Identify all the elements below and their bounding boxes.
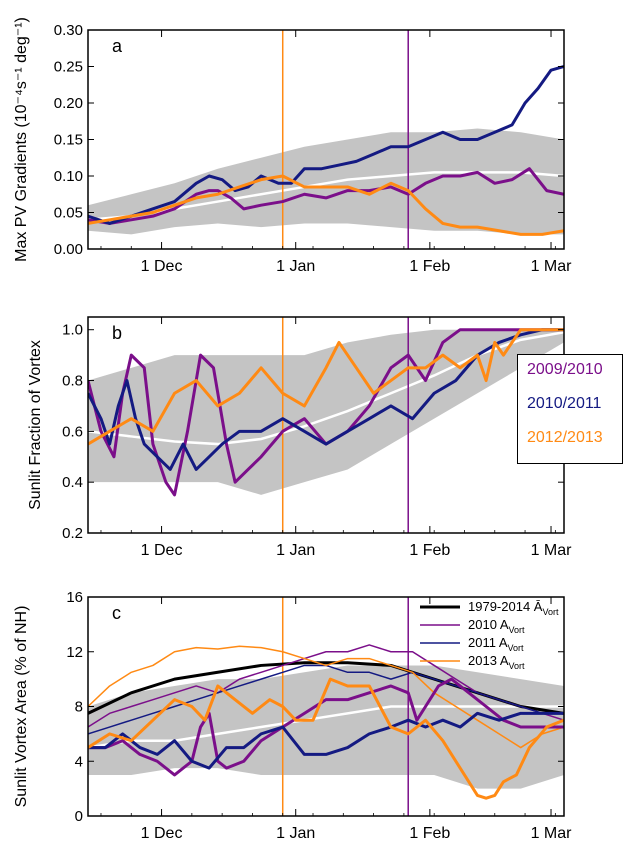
x-tick-label: 1 Dec — [141, 825, 183, 842]
y-tick-label: 8 — [75, 699, 83, 716]
legend-subscript: Vort — [509, 661, 526, 671]
x-tick-label: 1 Mar — [531, 258, 573, 275]
y-tick-label: 0.2 — [62, 525, 83, 542]
y-tick-label: 0.8 — [62, 373, 83, 390]
legend-entry-2009-2010: 2009/2010 — [527, 361, 603, 378]
panel-c: 0 4 8 12 16 1 Dec 1 Jan 1 Feb 1 Mar c Sunlit Vorte… — [13, 589, 572, 842]
series-line-2009-2010 — [88, 677, 564, 777]
series-line-2010-2011 — [88, 711, 564, 770]
series-line-2009-2010 — [88, 328, 564, 497]
y-tick-label: 16 — [66, 589, 83, 606]
y-axis-label: Max PV Gradients (10⁻⁴s⁻¹ deg⁻¹) — [13, 17, 30, 262]
legend-entry-2012-2013: 2012/2013 — [527, 429, 603, 446]
y-axis-label: Sunlit Vortex Area (% of NH) — [13, 606, 30, 808]
legend-subscript: Vort — [508, 643, 525, 653]
climatology-range-band — [88, 128, 564, 235]
x-tick-label: 1 Mar — [531, 825, 573, 842]
legend-entry-text: 2013 AVort — [468, 653, 525, 671]
y-tick-label: 12 — [66, 644, 83, 661]
x-tick-label: 1 Feb — [409, 258, 450, 275]
series-line-2012-2013 — [88, 328, 564, 446]
x-tick-label: 1 Dec — [141, 542, 183, 559]
x-tick-label: 1 Feb — [409, 825, 450, 842]
year-legend: 2009/2010 2010/2011 2012/2013 — [517, 354, 623, 464]
series-line-2013-A-Vort — [88, 645, 564, 749]
x-tick-label: 1 Jan — [276, 542, 315, 559]
legend-subscript: Vort — [509, 625, 526, 635]
plot-area — [88, 317, 564, 533]
legend-entry-2010-2011: 2010/2011 — [527, 395, 602, 412]
y-tick-label: 0.15 — [54, 132, 83, 149]
panel-a: 0.00 0.05 0.10 0.15 0.20 0.25 0.30 1 Dec 1 Jan 1 … — [13, 17, 572, 275]
series-line-2010-2011 — [88, 328, 564, 471]
x-tick-label: 1 Dec — [141, 258, 183, 275]
legend-entry-text: 1979-2014 ĀVort — [468, 599, 559, 617]
x-tick-label: 1 Jan — [276, 825, 315, 842]
legend-subscript: Vort — [542, 607, 559, 617]
y-tick-label: 0.10 — [54, 168, 83, 185]
y-tick-label: 4 — [75, 753, 83, 770]
panel-label: c — [112, 603, 121, 623]
legend-label: 2010 A — [468, 617, 509, 632]
legend-symbol: Ā — [534, 599, 543, 614]
panel-label: b — [112, 323, 122, 343]
series-line-2012-2013 — [88, 174, 564, 236]
x-tick-label: 1 Feb — [409, 542, 450, 559]
y-tick-label: 0.30 — [54, 22, 83, 39]
x-tick-label: 1 Mar — [531, 542, 573, 559]
series-line-2010-2011 — [88, 65, 564, 225]
legend-label: 2011 A — [468, 635, 508, 650]
y-tick-label: 0.6 — [62, 423, 83, 440]
y-tick-label: 0.05 — [54, 205, 83, 222]
y-tick-label: 0.20 — [54, 95, 83, 112]
x-tick-label: 1 Jan — [276, 258, 315, 275]
y-tick-label: 1.0 — [62, 322, 83, 339]
legend-entry-text: 2011 AVort — [468, 635, 524, 653]
y-tick-label: 0.4 — [62, 474, 83, 491]
legend-label: 2013 A — [468, 653, 509, 668]
y-tick-label: 0.00 — [54, 241, 83, 258]
y-tick-label: 0.25 — [54, 59, 83, 76]
panel-b: 0.2 0.4 0.6 0.8 1.0 1 Dec 1 Jan 1 Feb 1 Mar b Sunl… — [27, 316, 573, 559]
legend-entry-text: 2010 AVort — [468, 617, 525, 635]
plot-area — [88, 30, 564, 249]
y-axis-label: Sunlit Fraction of Vortex — [27, 340, 44, 510]
series-line-2012-2013 — [88, 677, 564, 800]
y-tick-label: 0 — [75, 808, 83, 825]
panel-label: a — [112, 36, 123, 56]
plot-area — [88, 597, 564, 816]
legend-label: 1979-2014 — [468, 599, 534, 614]
